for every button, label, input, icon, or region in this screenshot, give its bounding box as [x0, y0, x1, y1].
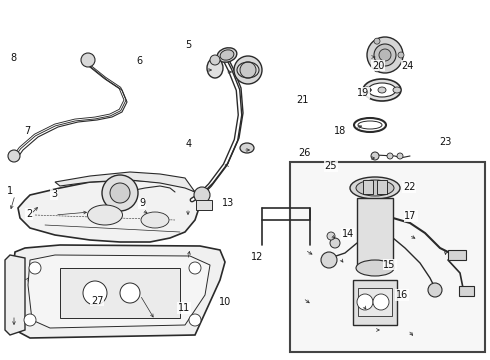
Text: 4: 4 — [186, 139, 192, 149]
Ellipse shape — [363, 87, 371, 93]
Text: 14: 14 — [342, 229, 354, 239]
Text: 25: 25 — [324, 161, 337, 171]
Text: 11: 11 — [178, 303, 190, 313]
Text: 9: 9 — [139, 198, 145, 208]
Circle shape — [234, 56, 262, 84]
Ellipse shape — [240, 143, 254, 153]
Circle shape — [330, 238, 340, 248]
Ellipse shape — [207, 58, 223, 78]
Ellipse shape — [350, 177, 400, 199]
Text: 12: 12 — [251, 252, 264, 262]
Text: 26: 26 — [298, 148, 311, 158]
Text: 2: 2 — [26, 209, 32, 219]
Circle shape — [373, 294, 389, 310]
Circle shape — [24, 314, 36, 326]
Circle shape — [83, 281, 107, 305]
Circle shape — [428, 283, 442, 297]
Bar — [377, 180, 387, 194]
Text: 19: 19 — [357, 88, 369, 98]
Ellipse shape — [88, 205, 122, 225]
Circle shape — [374, 44, 396, 66]
Circle shape — [102, 175, 138, 211]
Bar — [60, 268, 180, 318]
Circle shape — [110, 183, 130, 203]
Text: 5: 5 — [186, 40, 192, 50]
Polygon shape — [55, 172, 195, 192]
Text: 15: 15 — [383, 260, 396, 270]
Text: 23: 23 — [440, 137, 452, 147]
Circle shape — [398, 52, 404, 58]
Circle shape — [327, 232, 335, 240]
Circle shape — [367, 37, 403, 73]
Circle shape — [189, 262, 201, 274]
Circle shape — [8, 150, 20, 162]
Bar — [448, 250, 466, 260]
Ellipse shape — [393, 87, 401, 93]
Bar — [459, 286, 474, 296]
Text: 10: 10 — [220, 297, 232, 307]
Text: 24: 24 — [401, 60, 414, 71]
Text: 18: 18 — [334, 126, 346, 136]
Circle shape — [210, 55, 220, 65]
Text: 1: 1 — [7, 186, 13, 196]
Ellipse shape — [141, 212, 169, 228]
Text: 16: 16 — [396, 290, 408, 300]
Ellipse shape — [356, 180, 394, 196]
Circle shape — [81, 53, 95, 67]
Text: 21: 21 — [296, 95, 309, 105]
Circle shape — [120, 283, 140, 303]
Ellipse shape — [220, 50, 234, 60]
Text: 22: 22 — [403, 182, 416, 192]
Circle shape — [189, 314, 201, 326]
Bar — [363, 180, 373, 194]
Circle shape — [357, 294, 373, 310]
Ellipse shape — [358, 121, 382, 129]
Polygon shape — [10, 245, 225, 338]
Polygon shape — [5, 255, 25, 335]
Circle shape — [240, 62, 256, 78]
Text: 8: 8 — [11, 53, 17, 63]
Circle shape — [387, 153, 393, 159]
Text: 13: 13 — [222, 198, 234, 208]
Bar — [290, 162, 485, 352]
Text: 27: 27 — [91, 296, 103, 306]
Text: 17: 17 — [404, 211, 417, 221]
Bar — [358, 288, 392, 316]
Circle shape — [374, 38, 380, 44]
Polygon shape — [28, 255, 210, 328]
Circle shape — [371, 152, 379, 160]
Bar — [357, 198, 393, 268]
Circle shape — [397, 153, 403, 159]
Circle shape — [321, 252, 337, 268]
Bar — [353, 280, 397, 325]
Text: 20: 20 — [372, 60, 385, 71]
Bar — [196, 200, 212, 210]
Ellipse shape — [368, 83, 396, 97]
Ellipse shape — [378, 87, 386, 93]
Polygon shape — [18, 180, 200, 242]
Circle shape — [374, 66, 380, 72]
Circle shape — [29, 262, 41, 274]
Text: 6: 6 — [137, 56, 143, 66]
Ellipse shape — [363, 79, 401, 101]
Text: 3: 3 — [51, 189, 57, 199]
Ellipse shape — [217, 48, 237, 62]
Ellipse shape — [356, 260, 394, 276]
Circle shape — [194, 187, 210, 203]
Text: 7: 7 — [24, 126, 30, 136]
Circle shape — [379, 49, 391, 61]
